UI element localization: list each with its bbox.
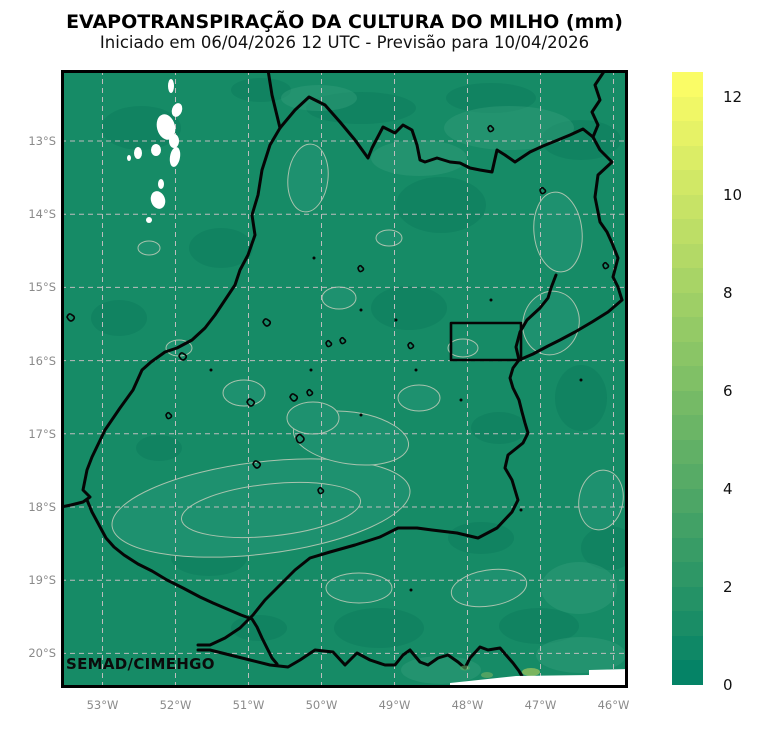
colorbar-step [672,365,703,391]
federal-district-outline [449,321,523,362]
lat-tick-label: 17°S [28,426,56,441]
colorbar-step [672,71,703,97]
figure-title: EVAPOTRANSPIRAÇÃO DA CULTURA DO MILHO (m… [66,11,623,33]
state-boundaries [59,68,624,680]
colorbar-step [672,120,703,146]
map-frame [61,70,628,688]
colorbar-step [672,218,703,244]
lat-tick-label: 16°S [28,353,56,368]
figure-subtitle: Iniciado em 06/04/2026 12 UTC - Previsão… [99,33,590,52]
colorbar-step [672,390,703,416]
colorbar-step [672,341,703,367]
lon-tick-label: 46°W [597,698,630,712]
lat-tick-label: 19°S [28,573,56,588]
colorbar-tick-label: 0 [723,676,733,694]
graticule [61,70,628,688]
colorbar-step [672,243,703,269]
colorbar-step [672,316,703,342]
lon-tick-label: 47°W [524,698,557,712]
colorbar-tick-label: 6 [723,381,733,400]
border-north [266,68,595,174]
lon-tick-label: 52°W [159,698,192,712]
colorbar-tick-label: 8 [723,283,733,302]
high-et-spots [460,665,540,678]
lon-tick-label: 49°W [378,698,411,712]
border-northeast [590,68,624,302]
contour-dots [209,256,583,592]
nodata-patches [127,79,183,223]
border-west [59,126,282,509]
lon-tick-label: 48°W [451,698,484,712]
colorbar-step [672,610,703,636]
colorbar-step [672,635,703,661]
colorbar-step [672,267,703,293]
colorbar-step [672,512,703,538]
colorbar-step [672,561,703,587]
colorbar-step [672,586,703,612]
colorbar [672,71,703,685]
lat-tick-label: 15°S [28,280,56,295]
map-canvas [59,68,637,688]
colorbar-step [672,659,703,685]
lon-tick-label: 53°W [86,698,119,712]
lat-tick-label: 14°S [28,207,56,222]
lon-tick-label: 51°W [232,698,265,712]
lon-tick-label: 50°W [305,698,338,712]
colorbar-step [672,488,703,514]
colorbar-step [672,169,703,195]
border-southwest [85,498,279,666]
credit-label: SEMAD/CIMEHGO [66,655,215,673]
colorbar-step [672,463,703,489]
lat-tick-label: 20°S [28,646,56,661]
colorbar-tick-label: 2 [723,577,733,596]
colorbar-tick-label: 10 [723,185,743,204]
colorbar-step [672,194,703,220]
colorbar-step [672,96,703,122]
colorbar-tick-label: 4 [723,479,733,498]
lat-tick-label: 18°S [28,500,56,514]
map-svg [59,68,637,688]
lat-tick-label: 13°S [28,134,56,148]
colorbar-step [672,145,703,171]
colorbar-step [672,439,703,465]
colorbar-tick-label: 12 [723,87,743,106]
minor-contours [66,124,610,592]
colorbar-step [672,537,703,563]
border-southeast [196,358,530,647]
border-south-river [196,645,525,680]
nodata-strip [450,669,628,686]
colorbar-step [672,292,703,318]
colorbar-step [672,414,703,440]
